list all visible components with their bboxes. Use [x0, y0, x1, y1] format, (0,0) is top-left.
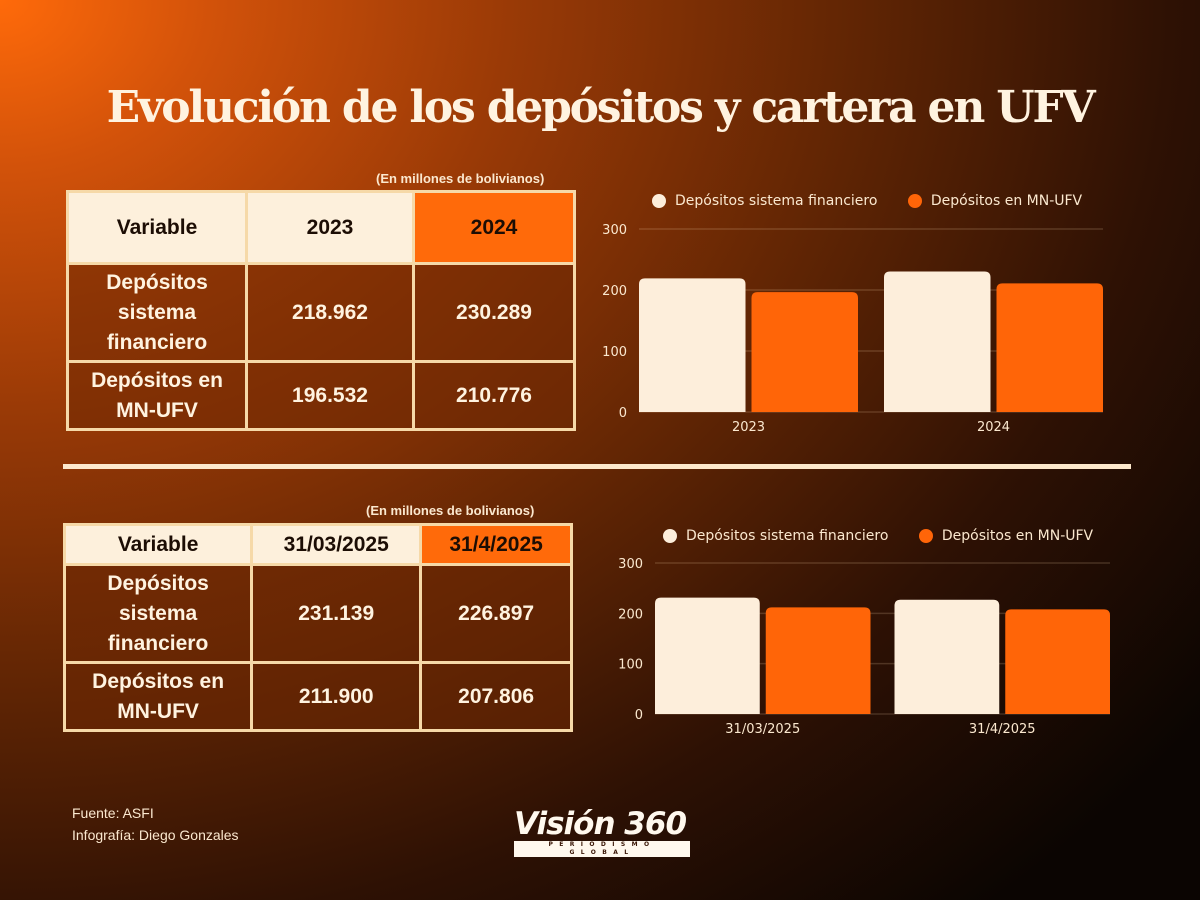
footer-credits: Fuente: ASFI Infografía: Diego Gonzales: [72, 802, 239, 846]
table-cell-value: 218.962: [245, 262, 415, 363]
table-cell-value: 207.806: [419, 661, 573, 732]
bar-chart-annual: 0 100 200 300 2023 2024: [590, 215, 1120, 440]
table-row: Depósitos en MN-UFV 211.900 207.806: [62, 661, 573, 732]
bar-depositos-sistema: [894, 599, 1000, 714]
row-label-line: sistema: [117, 300, 197, 324]
y-tick-label: 100: [602, 345, 627, 360]
legend-item: Depósitos en MN-UFV: [918, 528, 1094, 544]
legend-swatch-orange: [907, 194, 922, 208]
row-label: Depósitos sistema financiero: [66, 262, 248, 363]
y-tick-label: 300: [602, 223, 627, 238]
bar-depositos-mn-ufv: [765, 607, 871, 714]
header-variable: Variable: [66, 190, 248, 265]
section-divider: [63, 464, 1131, 469]
chart-svg: 0 100 200 300 31/03/2025 31/4/2025: [618, 557, 1110, 737]
table-cell-value: 211.900: [250, 661, 423, 732]
unit-note: (En millones de bolivianos): [376, 171, 545, 186]
data-table-annual: Variable 2023 2024 Depósitos sistema fin…: [66, 190, 576, 431]
chart-legend: Depósitos sistema financiero Depósitos e…: [663, 528, 1119, 547]
y-tick-label: 0: [619, 406, 627, 421]
row-label-line: Depósitos: [106, 270, 208, 294]
unit-note: (En millones de bolivianos): [366, 503, 535, 518]
header-period-1: 2023: [245, 190, 415, 265]
row-label-line: MN-UFV: [117, 699, 199, 723]
header-variable: Variable: [62, 523, 254, 566]
table-cell-value: 196.532: [245, 360, 415, 431]
logo-tagline: PERIODISMO GLOBAL: [514, 841, 690, 857]
legend-item: Depósitos sistema financiero: [663, 528, 888, 544]
y-tick-label: 0: [635, 708, 643, 723]
legend-swatch-orange: [918, 529, 933, 543]
row-label-line: MN-UFV: [116, 398, 198, 422]
table-header-row: Variable 31/03/2025 31/4/2025: [62, 523, 573, 566]
x-tick-label: 2023: [732, 420, 765, 435]
vision360-logo: Visión 360 PERIODISMO GLOBAL: [514, 808, 690, 857]
legend-label: Depósitos sistema financiero: [686, 528, 889, 544]
x-tick-label: 31/03/2025: [725, 722, 800, 737]
header-period-1: 31/03/2025: [250, 523, 423, 566]
row-label: Depósitos en MN-UFV: [66, 360, 248, 431]
legend-label: Depósitos en MN-UFV: [941, 528, 1094, 544]
bar-depositos-mn-ufv: [1005, 609, 1110, 714]
chart-svg: 0 100 200 300 2023 2024: [602, 223, 1103, 435]
row-label-line: sistema: [118, 601, 198, 625]
table-row: Depósitos sistema financiero 218.962 230…: [66, 262, 576, 363]
infographic-title: Evolución de los depósitos y cartera en …: [106, 82, 1096, 133]
y-tick-label: 100: [618, 658, 643, 673]
source-text: Fuente: ASFI: [72, 805, 154, 821]
y-tick-label: 200: [618, 607, 643, 622]
row-label-line: Depósitos en: [92, 669, 225, 693]
bar-depositos-sistema: [884, 271, 991, 412]
bar-depositos-mn-ufv: [751, 292, 858, 412]
bar-depositos-sistema: [639, 278, 746, 412]
row-label: Depósitos en MN-UFV: [62, 661, 254, 732]
table-cell-value: 230.289: [412, 262, 576, 363]
header-period-2: 2024: [412, 190, 576, 265]
legend-swatch-light: [652, 194, 666, 208]
y-tick-label: 200: [602, 284, 627, 299]
x-tick-label: 31/4/2025: [969, 722, 1036, 737]
row-label-line: financiero: [107, 631, 209, 655]
row-label: Depósitos sistema financiero: [62, 563, 254, 664]
legend-item: Depósitos sistema financiero: [652, 193, 877, 209]
credit-text: Infografía: Diego Gonzales: [72, 827, 239, 843]
legend-label: Depósitos sistema financiero: [675, 193, 878, 209]
table-header-row: Variable 2023 2024: [66, 190, 576, 265]
bar-depositos-sistema: [655, 597, 760, 714]
logo-brand: Visión 360: [514, 806, 687, 842]
table-cell-value: 226.897: [419, 563, 573, 664]
table-cell-value: 231.139: [250, 563, 423, 664]
header-period-2: 31/4/2025: [419, 523, 573, 566]
row-label-line: financiero: [106, 330, 208, 354]
chart-legend: Depósitos sistema financiero Depósitos e…: [652, 193, 1108, 212]
y-tick-label: 300: [618, 557, 643, 572]
legend-swatch-light: [663, 529, 677, 543]
row-label-line: Depósitos en: [91, 368, 223, 392]
table-row: Depósitos en MN-UFV 196.532 210.776: [66, 360, 576, 431]
table-row: Depósitos sistema financiero 231.139 226…: [62, 563, 573, 664]
x-tick-label: 2024: [977, 420, 1010, 435]
table-cell-value: 210.776: [412, 360, 576, 431]
legend-label: Depósitos en MN-UFV: [930, 193, 1083, 209]
bar-chart-monthly: 0 100 200 300 31/03/2025 31/4/2025: [600, 550, 1120, 745]
row-label-line: Depósitos: [107, 571, 209, 595]
data-table-monthly: Variable 31/03/2025 31/4/2025 Depósitos …: [62, 523, 573, 732]
legend-item: Depósitos en MN-UFV: [907, 193, 1083, 209]
bar-depositos-mn-ufv: [996, 283, 1103, 412]
